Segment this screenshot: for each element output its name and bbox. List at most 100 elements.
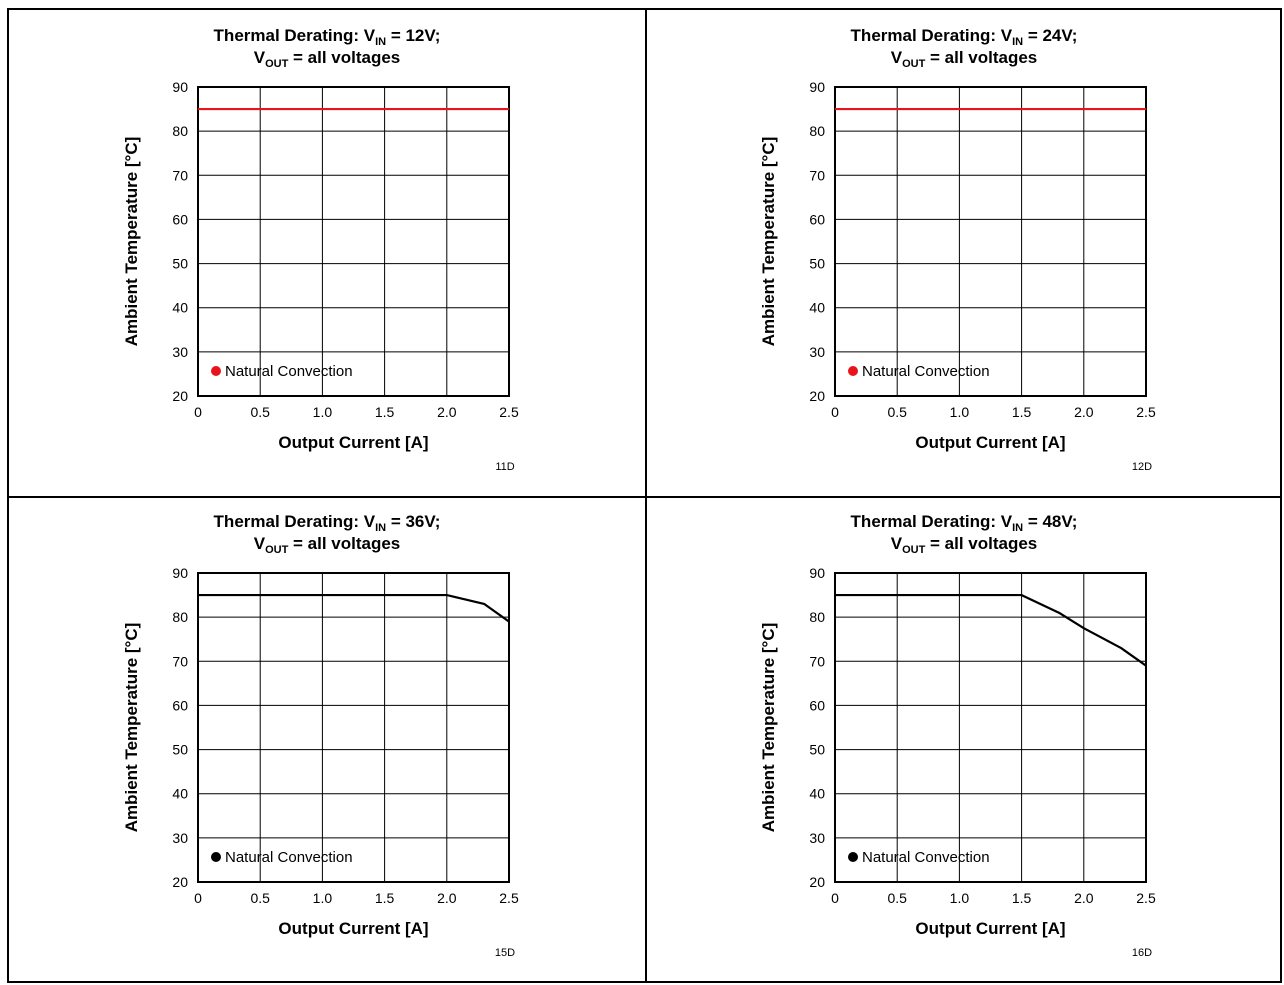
x-tick-label: 2.5: [499, 890, 519, 906]
x-tick-label: 0.5: [250, 404, 270, 420]
chart-title-line1: Thermal Derating: VIN = 24V;: [851, 26, 1078, 48]
series-line: [198, 593, 510, 623]
y-tick-label: 50: [172, 256, 188, 272]
legend-label: Natural Convection: [862, 363, 990, 380]
y-tick-label: 40: [809, 786, 825, 802]
y-tick-label: 60: [172, 211, 188, 227]
x-tick-label: 0: [831, 890, 839, 906]
y-tick-label: 60: [172, 697, 188, 713]
legend-marker: [211, 366, 221, 376]
x-tick-label: 0: [831, 404, 839, 420]
chart-title-line1: Thermal Derating: VIN = 12V;: [214, 26, 441, 48]
x-tick-label: 1.5: [375, 890, 395, 906]
x-tick-label: 0.5: [887, 890, 907, 906]
x-tick-label: 1.0: [313, 404, 333, 420]
chart-svg: Thermal Derating: VIN = 36V;VOUT = all v…: [122, 512, 519, 959]
legend-label: Natural Convection: [225, 849, 353, 866]
y-tick-label: 40: [809, 300, 825, 316]
y-tick-label: 90: [809, 565, 825, 581]
y-tick-label: 90: [809, 79, 825, 95]
y-tick-label: 80: [172, 609, 188, 625]
y-tick-label: 60: [809, 697, 825, 713]
chart-grid: [7, 8, 1282, 983]
chart-svg: Thermal Derating: VIN = 24V;VOUT = all v…: [759, 26, 1156, 473]
plot-frame: [197, 86, 510, 397]
chart-title-line1: Thermal Derating: VIN = 48V;: [851, 512, 1078, 534]
y-tick-label: 90: [172, 79, 188, 95]
legend-label: Natural Convection: [225, 363, 353, 380]
chart-panel-vin-48v: Thermal Derating: VIN = 48V; VOUT = all v…: [646, 496, 1280, 980]
y-tick-label: 20: [809, 874, 825, 890]
legend-label: Natural Convection: [862, 849, 990, 866]
figure-code: 16D: [1132, 947, 1152, 959]
y-tick-label: 70: [809, 653, 825, 669]
series-line: [835, 593, 1147, 667]
y-tick-label: 80: [809, 609, 825, 625]
y-axis-label: Ambient Temperature [°C]: [122, 623, 141, 833]
chart-svg: Thermal Derating: VIN = 12V;VOUT = all v…: [122, 26, 519, 473]
vertical-divider: [645, 10, 647, 981]
y-tick-label: 30: [809, 344, 825, 360]
x-tick-label: 2.0: [1074, 890, 1094, 906]
y-tick-label: 70: [172, 653, 188, 669]
y-tick-label: 30: [172, 830, 188, 846]
x-axis-label: Output Current [A]: [278, 433, 428, 452]
y-tick-label: 50: [809, 256, 825, 272]
y-tick-label: 50: [172, 742, 188, 758]
figure-code: 11D: [495, 461, 514, 473]
x-tick-label: 2.5: [499, 404, 519, 420]
plot-frame: [834, 572, 1147, 883]
y-tick-label: 70: [172, 167, 188, 183]
x-tick-label: 0.5: [250, 890, 270, 906]
figure-code: 12D: [1132, 461, 1152, 473]
y-tick-label: 60: [809, 211, 825, 227]
y-tick-label: 20: [809, 388, 825, 404]
x-tick-label: 0: [194, 890, 202, 906]
legend-marker: [211, 852, 221, 862]
y-tick-label: 30: [809, 830, 825, 846]
chart-title-line2: VOUT = all voltages: [891, 534, 1038, 556]
y-tick-label: 20: [172, 874, 188, 890]
x-axis-label: Output Current [A]: [915, 433, 1065, 452]
chart-title-line2: VOUT = all voltages: [254, 48, 401, 70]
chart-title-line2: VOUT = all voltages: [891, 48, 1038, 70]
x-tick-label: 2.0: [437, 890, 457, 906]
y-axis-label: Ambient Temperature [°C]: [122, 137, 141, 347]
x-tick-label: 1.5: [375, 404, 395, 420]
x-tick-label: 2.5: [1136, 890, 1156, 906]
chart-panel-vin-24v: Thermal Derating: VIN = 24V; VOUT = all v…: [646, 10, 1280, 494]
y-tick-label: 80: [809, 123, 825, 139]
x-tick-label: 0: [194, 404, 202, 420]
y-tick-label: 70: [809, 167, 825, 183]
x-tick-label: 2.0: [1074, 404, 1094, 420]
figure-code: 15D: [495, 947, 515, 959]
x-tick-label: 1.0: [950, 404, 970, 420]
x-tick-label: 1.0: [313, 890, 333, 906]
x-tick-label: 0.5: [887, 404, 907, 420]
chart-panel-vin-12v: Thermal Derating: VIN = 12V; VOUT = all v…: [9, 10, 643, 494]
y-axis-label: Ambient Temperature [°C]: [759, 137, 778, 347]
y-axis-label: Ambient Temperature [°C]: [759, 623, 778, 833]
x-axis-label: Output Current [A]: [278, 919, 428, 938]
chart-svg: Thermal Derating: VIN = 48V;VOUT = all v…: [759, 512, 1156, 959]
horizontal-divider: [9, 496, 1280, 498]
legend-marker: [848, 366, 858, 376]
plot-frame: [197, 572, 510, 883]
y-tick-label: 80: [172, 123, 188, 139]
y-tick-label: 40: [172, 300, 188, 316]
x-tick-label: 2.0: [437, 404, 457, 420]
plot-frame: [834, 86, 1147, 397]
chart-panel-vin-36v: Thermal Derating: VIN = 36V; VOUT = all v…: [9, 496, 643, 980]
legend-marker: [848, 852, 858, 862]
x-tick-label: 2.5: [1136, 404, 1156, 420]
y-tick-label: 30: [172, 344, 188, 360]
y-tick-label: 50: [809, 742, 825, 758]
x-tick-label: 1.5: [1012, 890, 1032, 906]
y-tick-label: 90: [172, 565, 188, 581]
chart-title-line1: Thermal Derating: VIN = 36V;: [214, 512, 441, 534]
x-tick-label: 1.5: [1012, 404, 1032, 420]
y-tick-label: 20: [172, 388, 188, 404]
x-tick-label: 1.0: [950, 890, 970, 906]
chart-title-line2: VOUT = all voltages: [254, 534, 401, 556]
x-axis-label: Output Current [A]: [915, 919, 1065, 938]
